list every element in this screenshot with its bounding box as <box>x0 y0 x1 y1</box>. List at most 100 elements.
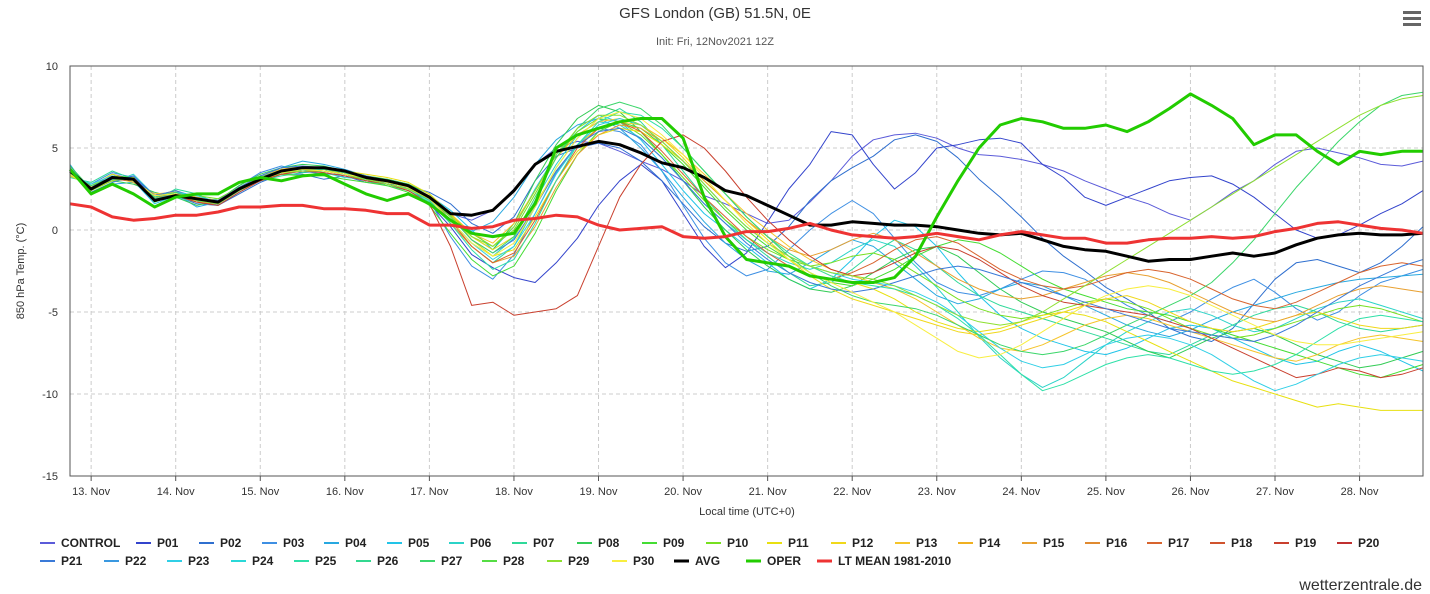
legend-item-p13[interactable]: P13 <box>895 536 938 550</box>
credit-text[interactable]: wetterzentrale.de <box>1298 577 1422 594</box>
legend-label: P05 <box>408 536 430 550</box>
legend-label: P18 <box>1231 536 1253 550</box>
legend-label: P11 <box>788 536 809 550</box>
legend-label: P27 <box>441 554 463 568</box>
legend-item-lt-mean-1981-2010[interactable]: LT MEAN 1981-2010 <box>817 554 951 568</box>
series-line-p17 <box>69 121 1424 310</box>
legend-item-p01[interactable]: P01 <box>136 536 179 550</box>
legend-item-p14[interactable]: P14 <box>958 536 1001 550</box>
legend-item-p28[interactable]: P28 <box>482 554 525 568</box>
y-tick-label: -15 <box>42 471 58 483</box>
legend-label: P10 <box>727 536 749 550</box>
x-tick-label: 23. Nov <box>918 486 956 498</box>
legend-item-p15[interactable]: P15 <box>1022 536 1065 550</box>
chart-subtitle: Init: Fri, 12Nov2021 12Z <box>656 36 774 48</box>
hamburger-menu-icon[interactable] <box>1401 9 1423 27</box>
legend-label: P29 <box>568 554 590 568</box>
legend-label: P12 <box>852 536 874 550</box>
legend-label: P08 <box>598 536 620 550</box>
series-line-p04 <box>69 118 1424 338</box>
chart-title: GFS London (GB) 51.5N, 0E <box>619 5 811 22</box>
legend-label: P21 <box>61 554 83 568</box>
legend-item-p30[interactable]: P30 <box>612 554 655 568</box>
y-tick-label: 5 <box>52 143 58 155</box>
y-tick-label: 0 <box>52 225 58 237</box>
series-line-p12 <box>69 121 1424 336</box>
legend-label: P09 <box>663 536 685 550</box>
legend-label: P17 <box>1168 536 1190 550</box>
legend-item-oper[interactable]: OPER <box>746 554 801 568</box>
legend-item-p11[interactable]: P11 <box>767 536 809 550</box>
grid-lines <box>70 65 1423 477</box>
series-line-p10 <box>69 118 1424 339</box>
legend-label: P24 <box>252 554 274 568</box>
legend-item-p23[interactable]: P23 <box>167 554 210 568</box>
legend-label: P30 <box>633 554 655 568</box>
legend-item-p09[interactable]: P09 <box>642 536 685 550</box>
y-axis-ticks: 10 5 0 -5 -10 -15 <box>42 61 58 483</box>
x-tick-label: 21. Nov <box>749 486 787 498</box>
legend-item-p10[interactable]: P10 <box>706 536 749 550</box>
y-tick-label: 10 <box>46 61 58 73</box>
x-tick-label: 17. Nov <box>410 486 448 498</box>
x-tick-label: 22. Nov <box>833 486 871 498</box>
legend-label: P04 <box>345 536 367 550</box>
legend: CONTROL P01 P02 P03 P04 P05 P06 P07 P08 P09 P10 P11… <box>40 536 1380 568</box>
legend-item-p27[interactable]: P27 <box>420 554 463 568</box>
legend-label: AVG <box>695 554 720 568</box>
legend-item-p26[interactable]: P26 <box>356 554 399 568</box>
legend-item-p02[interactable]: P02 <box>199 536 242 550</box>
legend-label: P02 <box>220 536 242 550</box>
series-line-p29 <box>69 95 1424 326</box>
legend-item-p22[interactable]: P22 <box>104 554 147 568</box>
legend-item-p20[interactable]: P20 <box>1337 536 1380 550</box>
legend-item-p12[interactable]: P12 <box>831 536 874 550</box>
legend-label: P01 <box>157 536 179 550</box>
series-line-p07 <box>69 108 1424 356</box>
legend-label: P23 <box>188 554 210 568</box>
legend-item-p16[interactable]: P16 <box>1085 536 1128 550</box>
legend-item-control[interactable]: CONTROL <box>40 536 120 550</box>
x-tick-label: 18. Nov <box>495 486 533 498</box>
x-tick-label: 28. Nov <box>1341 486 1379 498</box>
legend-item-p17[interactable]: P17 <box>1147 536 1190 550</box>
legend-item-p24[interactable]: P24 <box>231 554 274 568</box>
legend-item-p21[interactable]: P21 <box>40 554 83 568</box>
legend-item-avg[interactable]: AVG <box>674 554 720 568</box>
legend-label: P16 <box>1106 536 1128 550</box>
legend-label: P13 <box>916 536 938 550</box>
x-axis-title: Local time (UTC+0) <box>699 506 795 518</box>
legend-label: P19 <box>1295 536 1317 550</box>
legend-label: P14 <box>979 536 1001 550</box>
x-tick-label: 24. Nov <box>1002 486 1040 498</box>
legend-item-p03[interactable]: P03 <box>262 536 305 550</box>
y-tick-label: -10 <box>42 389 58 401</box>
legend-label: P22 <box>125 554 147 568</box>
legend-label: P15 <box>1043 536 1065 550</box>
series-line-p30 <box>69 111 1424 359</box>
legend-item-p05[interactable]: P05 <box>387 536 430 550</box>
legend-item-p06[interactable]: P06 <box>449 536 492 550</box>
legend-item-p19[interactable]: P19 <box>1274 536 1317 550</box>
x-axis-ticks: 13. Nov 14. Nov 15. Nov 16. Nov 17. Nov 18. N… <box>72 476 1379 498</box>
legend-label: P28 <box>503 554 525 568</box>
legend-label: LT MEAN 1981-2010 <box>838 554 951 568</box>
x-tick-label: 25. Nov <box>1087 486 1125 498</box>
series-line-p21 <box>69 127 1424 342</box>
legend-item-p08[interactable]: P08 <box>577 536 620 550</box>
plot-area-border <box>69 65 1424 477</box>
legend-item-p29[interactable]: P29 <box>547 554 590 568</box>
legend-item-p18[interactable]: P18 <box>1210 536 1253 550</box>
y-tick-label: -5 <box>48 307 58 319</box>
x-tick-label: 20. Nov <box>664 486 702 498</box>
legend-item-p25[interactable]: P25 <box>294 554 337 568</box>
x-tick-label: 14. Nov <box>157 486 195 498</box>
series-line-lt-mean-1981-2010 <box>69 202 1424 245</box>
x-tick-label: 13. Nov <box>72 486 110 498</box>
y-axis-title: 850 hPa Temp. (°C) <box>15 223 27 320</box>
series-line-oper <box>68 92 1423 284</box>
legend-item-p07[interactable]: P07 <box>512 536 555 550</box>
legend-item-p04[interactable]: P04 <box>324 536 367 550</box>
legend-label: P26 <box>377 554 399 568</box>
